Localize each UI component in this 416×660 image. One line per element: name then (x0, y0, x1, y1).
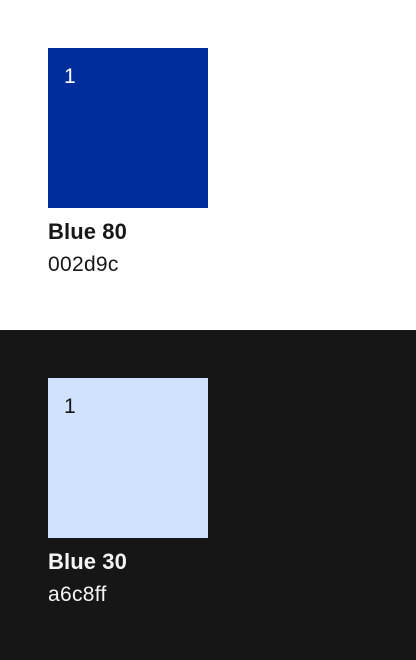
swatch-number: 1 (64, 65, 76, 88)
light-theme-panel: 1 Blue 80 002d9c (48, 48, 208, 276)
dark-theme-panel: 1 Blue 30 a6c8ff (0, 330, 416, 660)
color-name: Blue 30 (48, 549, 127, 574)
swatch-number: 1 (64, 395, 76, 418)
color-name: Blue 80 (48, 219, 127, 244)
color-swatch-blue-80: 1 (48, 48, 208, 208)
color-hex-code: 002d9c (48, 253, 119, 276)
color-swatch-blue-30: 1 (48, 378, 208, 538)
color-hex-code: a6c8ff (48, 583, 107, 606)
